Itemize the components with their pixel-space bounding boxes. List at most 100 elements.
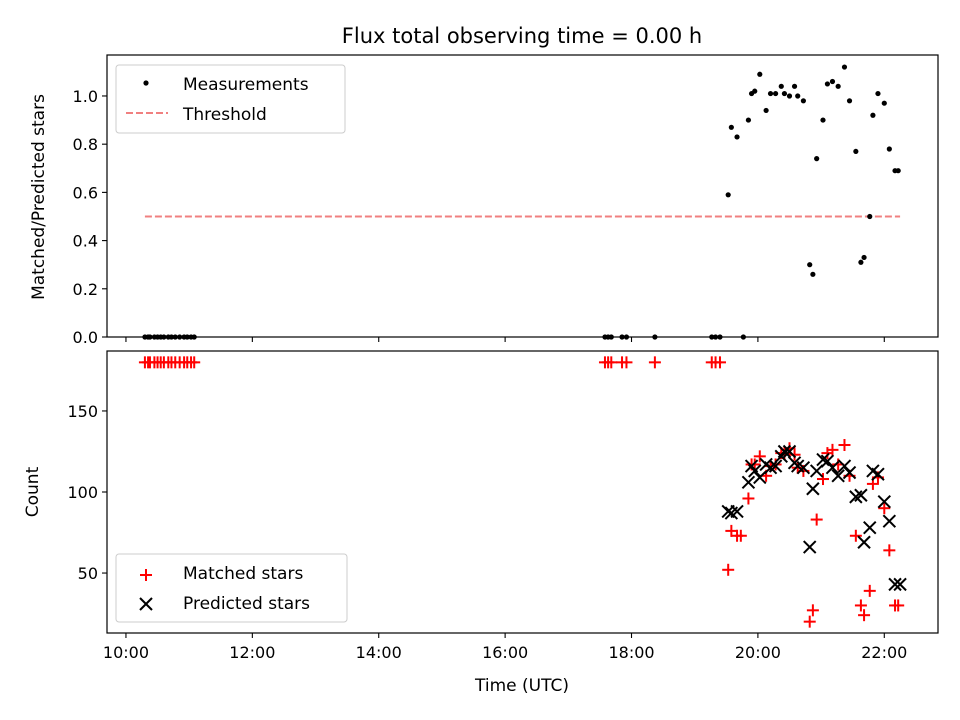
matched-star-marker <box>854 599 867 612</box>
legend-predicted-label: Predicted stars <box>183 594 310 614</box>
measurement-point <box>781 90 788 97</box>
bottom-y-tick-label: 100 <box>67 483 98 502</box>
matched-star-marker <box>849 529 862 542</box>
matched-star-marker <box>883 544 896 557</box>
predicted-star-marker <box>820 454 835 468</box>
x-axis-label: Time (UTC) <box>474 676 569 696</box>
top-y-tick-label: 0.2 <box>73 280 98 299</box>
predicted-star-marker <box>782 444 797 459</box>
matched-star-marker <box>648 356 661 369</box>
top-y-tick-label: 1.0 <box>73 87 98 106</box>
top-x-ticks <box>125 337 885 342</box>
legend-measurements-marker <box>143 80 149 86</box>
measurement-point <box>846 98 853 104</box>
predicted-star-marker <box>854 488 868 502</box>
predicted-stars-layer <box>721 444 907 592</box>
matched-star-marker <box>769 458 782 471</box>
legend-matched-label: Matched stars <box>183 564 303 584</box>
matched-star-marker <box>878 502 891 515</box>
predicted-star-marker <box>877 495 891 509</box>
predicted-star-marker <box>809 464 824 478</box>
matched-star-marker <box>838 439 851 451</box>
bottom-panel: 50 100 150 10:00 12:00 14:00 16:00 18:00 20:00 2… <box>23 350 939 696</box>
matched-star-marker <box>188 356 201 369</box>
measurement-point <box>745 117 752 123</box>
measurement-point <box>795 93 801 99</box>
matched-star-marker <box>722 563 735 576</box>
measurement-point <box>824 81 831 87</box>
matched-star-marker <box>863 584 876 597</box>
measurement-point <box>800 98 806 104</box>
bottom-y-axis-label: Count <box>23 466 43 517</box>
measurement-point <box>870 112 876 118</box>
measurement-point <box>829 78 836 85</box>
legend-measurements-label: Measurements <box>183 75 309 95</box>
measurement-point <box>810 271 816 277</box>
matched-star-marker <box>788 448 801 461</box>
predicted-star-marker <box>831 469 845 483</box>
predicted-star-marker <box>741 475 756 489</box>
top-y-axis: 0.0 0.2 0.4 0.6 0.8 1.0 <box>73 87 107 347</box>
bottom-y-tick-label: 50 <box>78 564 98 583</box>
measurement-point <box>858 259 864 265</box>
measurement-point <box>835 83 841 89</box>
predicted-star-marker <box>796 460 811 475</box>
predicted-star-marker <box>837 459 852 473</box>
measurement-point <box>867 213 873 220</box>
matched-star-marker <box>810 513 823 526</box>
matched-star-marker <box>734 529 747 542</box>
measurement-layer <box>142 64 901 340</box>
top-frame <box>106 54 939 338</box>
measurement-point <box>778 83 784 89</box>
top-y-tick-label: 0.4 <box>73 232 98 251</box>
matched-star-marker <box>803 615 816 628</box>
top-panel: 0.0 0.2 0.4 0.6 0.8 1.0 Matched/Predicted sta… <box>29 54 939 347</box>
matched-star-marker <box>816 473 829 486</box>
chart-title: Flux total observing time = 0.00 h <box>342 24 702 48</box>
predicted-star-marker <box>857 535 871 549</box>
legend-predicted-marker <box>139 597 153 611</box>
matched-star-marker <box>605 356 618 369</box>
bottom-x-axis: 10:00 12:00 14:00 16:00 18:00 20:00 22:00 <box>103 633 907 662</box>
x-tick-label: 10:00 <box>103 643 149 662</box>
measurement-point <box>853 148 859 155</box>
predicted-star-marker <box>730 504 744 519</box>
x-tick-label: 16:00 <box>482 643 528 662</box>
measurement-point <box>875 90 881 97</box>
matched-star-marker <box>806 604 819 617</box>
measurement-point <box>734 134 740 140</box>
bottom-y-axis: 50 100 150 <box>67 402 107 583</box>
measurement-point <box>807 262 813 268</box>
matched-star-marker <box>858 609 871 622</box>
top-y-tick-label: 0.0 <box>73 328 98 347</box>
measurement-point <box>820 117 826 123</box>
predicted-star-marker <box>863 520 877 535</box>
x-tick-label: 20:00 <box>735 643 781 662</box>
measurement-point <box>763 107 769 114</box>
top-legend: Measurements Threshold <box>115 64 346 134</box>
predicted-star-marker <box>768 459 783 473</box>
matched-star-marker <box>826 443 839 456</box>
predicted-star-marker <box>753 470 767 485</box>
measurement-point <box>861 254 867 261</box>
measurement-point <box>757 71 763 77</box>
top-legend-box <box>115 64 346 134</box>
matched-star-marker <box>742 492 755 505</box>
predicted-star-marker <box>842 465 857 480</box>
predicted-star-marker <box>825 460 840 475</box>
bottom-y-tick-label: 150 <box>67 402 98 421</box>
measurement-point <box>895 168 901 174</box>
x-tick-label: 18:00 <box>608 643 654 662</box>
matched-star-marker <box>753 450 766 463</box>
matched-star-marker <box>620 356 633 369</box>
measurement-point <box>814 156 820 162</box>
bottom-legend: Matched stars Predicted stars <box>115 553 348 623</box>
measurement-point <box>752 88 758 94</box>
measurement-point <box>772 90 779 97</box>
x-tick-label: 12:00 <box>229 643 275 662</box>
top-y-axis-label: Matched/Predicted stars <box>29 94 49 300</box>
matched-star-marker <box>713 356 726 369</box>
predicted-star-marker <box>748 464 762 478</box>
legend-threshold-label: Threshold <box>182 105 267 125</box>
